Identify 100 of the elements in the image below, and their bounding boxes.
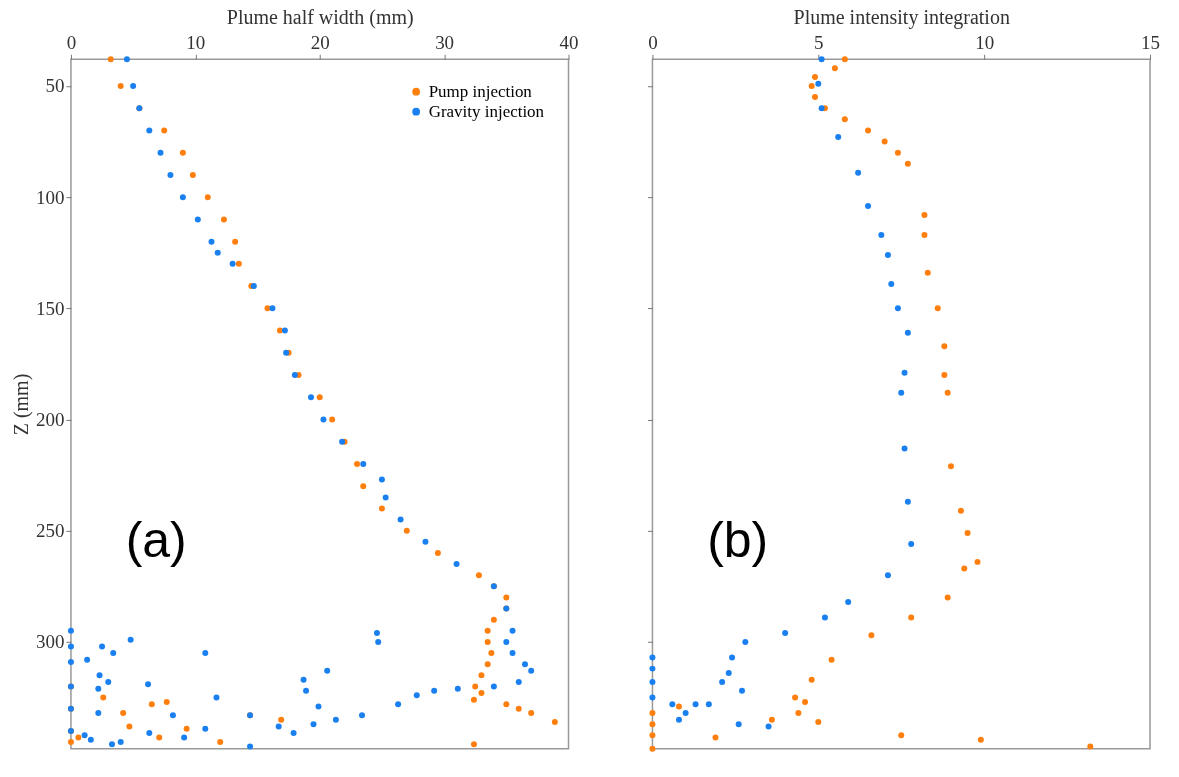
point (884, 251, 891, 258)
point (649, 710, 656, 717)
y-tick-label: 200 (35, 409, 65, 431)
x-tick-label: 0 (648, 31, 658, 53)
point (478, 672, 485, 679)
point (941, 372, 948, 379)
point (818, 56, 825, 63)
legend-label: Pump injection (428, 81, 533, 101)
point (220, 216, 227, 223)
point (815, 80, 822, 87)
y-tick-label: 100 (35, 186, 65, 208)
point (904, 498, 911, 505)
point (378, 505, 385, 512)
point (865, 203, 872, 210)
point (964, 529, 971, 536)
point (503, 701, 510, 708)
point (782, 630, 789, 637)
point (729, 654, 736, 661)
point (551, 719, 558, 725)
point (868, 632, 875, 639)
y-tick-label: 300 (35, 631, 65, 653)
point (808, 676, 815, 683)
point (163, 698, 170, 705)
x-tick-label: 40 (559, 31, 579, 53)
point (705, 701, 712, 708)
x-tick-label: 20 (310, 31, 330, 53)
point (189, 171, 196, 178)
point (974, 558, 981, 565)
point (934, 305, 941, 312)
point (878, 231, 885, 238)
x-axis-title: Plume half width (mm) (226, 5, 414, 29)
point (117, 82, 124, 89)
point (765, 723, 772, 730)
point (961, 565, 968, 572)
point (712, 734, 719, 741)
point (921, 211, 928, 218)
point (470, 741, 477, 748)
point (204, 194, 211, 201)
point (100, 694, 107, 701)
point (808, 82, 815, 89)
point (908, 614, 915, 621)
point (472, 683, 479, 690)
point (649, 678, 656, 685)
point (649, 732, 656, 739)
point (360, 483, 367, 490)
point (921, 231, 928, 238)
point (742, 638, 749, 645)
point (316, 394, 323, 401)
point (478, 690, 485, 697)
point (179, 149, 186, 156)
point (156, 734, 163, 741)
point (904, 329, 911, 336)
point (515, 705, 522, 712)
point (235, 260, 242, 267)
point (278, 716, 285, 723)
point (649, 694, 656, 701)
x-tick-label: 30 (435, 31, 455, 53)
point (792, 694, 799, 701)
point (126, 723, 133, 730)
point (831, 65, 838, 72)
point (403, 527, 410, 534)
x-tick-label: 0 (66, 31, 77, 53)
point (475, 572, 482, 579)
point (675, 716, 682, 723)
x-axis-title: Plume intensity integration (793, 5, 1010, 29)
point (845, 598, 852, 605)
point (649, 721, 656, 728)
point (1087, 743, 1094, 750)
point (354, 461, 361, 468)
x-tick-label: 5 (814, 31, 824, 53)
point (795, 710, 802, 717)
point (719, 678, 726, 685)
point (682, 710, 689, 717)
point (264, 305, 271, 312)
point (649, 654, 656, 661)
point (948, 463, 954, 470)
point (735, 721, 742, 728)
y-axis-title: Z (mm) (9, 373, 33, 436)
y-tick-label: 50 (45, 75, 65, 97)
point (941, 343, 948, 350)
point (904, 160, 911, 167)
point (881, 138, 888, 145)
point (470, 696, 477, 703)
legend-label: Gravity injection (428, 101, 545, 121)
annotation: (a) (125, 511, 187, 568)
point (67, 739, 74, 745)
point (649, 745, 656, 752)
point (944, 389, 951, 396)
point (924, 269, 931, 276)
point (901, 369, 908, 376)
point (865, 127, 872, 134)
point (884, 572, 891, 579)
point (739, 687, 746, 694)
point (828, 656, 835, 663)
x-tick-label: 10 (186, 31, 206, 53)
x-tick-label: 10 (975, 31, 995, 53)
point (484, 661, 491, 668)
point (434, 549, 441, 556)
point (957, 507, 964, 514)
point (725, 670, 732, 677)
